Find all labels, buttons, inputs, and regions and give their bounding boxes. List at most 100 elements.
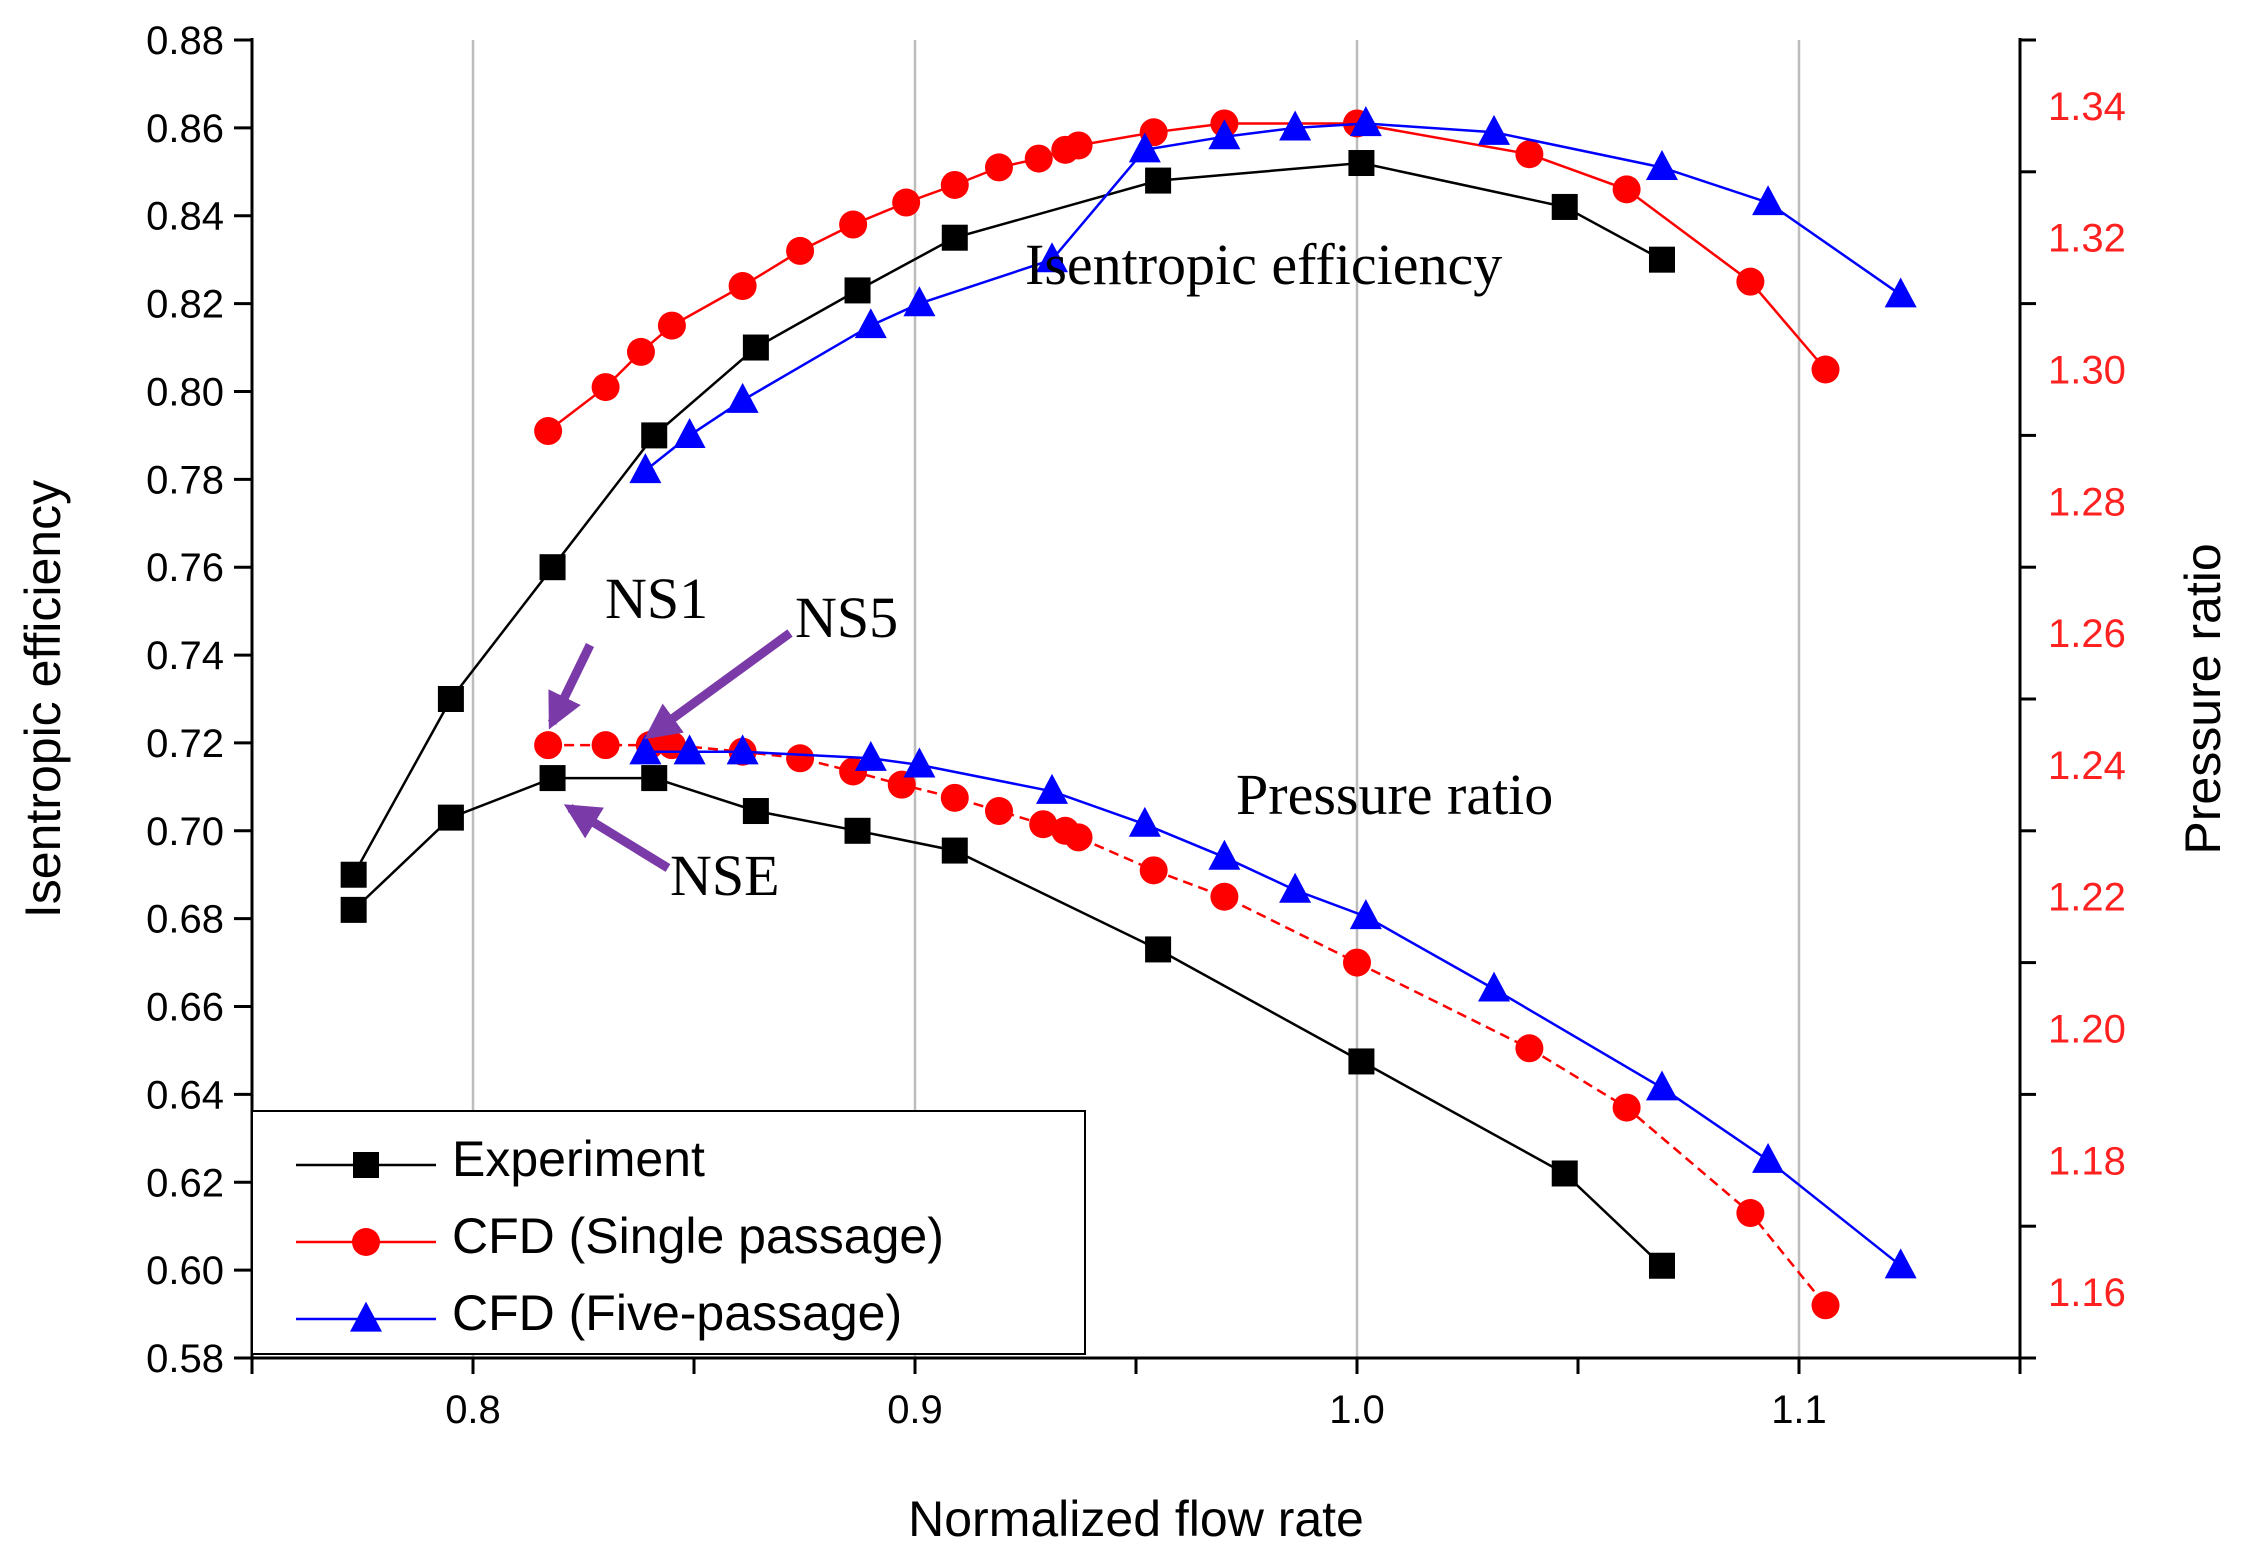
y2-tick-label: 1.20 (2048, 1008, 2126, 1052)
y2-tick-label: 1.24 (2048, 744, 2126, 788)
y-axis-title: Isentropic efficiency (15, 480, 71, 918)
annotation-nse: NSE (670, 843, 780, 908)
series-2-pressure_ratio-point (1884, 1248, 1917, 1279)
series-2-efficiency-point (673, 418, 706, 448)
series-1-efficiency-point (1024, 144, 1053, 173)
y-tick-label: 0.84 (146, 195, 224, 239)
y-tick-label: 0.88 (146, 19, 224, 63)
y-tick-label: 0.80 (146, 370, 224, 414)
series-1-pressure_ratio-point (1811, 1291, 1840, 1320)
series-0-pressure_ratio-point (1145, 936, 1172, 963)
x-axis-title: Normalized flow rate (908, 1491, 1364, 1547)
y-tick-label: 0.82 (146, 283, 224, 327)
y-tick-label: 0.86 (146, 107, 224, 151)
series-0-pressure_ratio-point (641, 765, 668, 792)
series-0-efficiency-point (742, 334, 769, 361)
series-2-efficiency-point (1645, 150, 1678, 181)
series-1-efficiency-point (1811, 355, 1840, 384)
series-1-efficiency-point (728, 272, 757, 301)
series-1-efficiency-point (839, 210, 868, 239)
y2-tick-label: 1.32 (2048, 217, 2126, 261)
series-layer (340, 106, 1917, 1320)
y2-tick-label: 1.30 (2048, 349, 2126, 393)
series-2-pressure_ratio-point (1478, 971, 1511, 1002)
series-2-pressure_ratio-point (1279, 872, 1312, 903)
annotation-ns1: NS1 (605, 566, 708, 631)
series-1-pressure_ratio-point (1210, 882, 1239, 911)
y-tick-label: 0.58 (146, 1337, 224, 1381)
series-2-pressure_ratio-point (1645, 1070, 1678, 1101)
legend-sample-marker (350, 1301, 382, 1332)
series-2-efficiency-point (1752, 185, 1785, 216)
y-tick-label: 0.74 (146, 634, 224, 678)
series-0-efficiency-point (1648, 246, 1675, 273)
series-0-efficiency-point (641, 422, 668, 449)
series-0-pressure_ratio-point (941, 837, 968, 864)
series-0-efficiency-point (941, 224, 968, 251)
series-1-pressure_ratio-point (786, 744, 815, 773)
y-tick-label: 0.64 (146, 1073, 224, 1117)
series-2-pressure_ratio-point (629, 734, 662, 765)
axes-layer: 0.8 0.9 1.0 1.1 0.58 0.60 0.62 0.64 0.66 0.68 0.70… (15, 19, 2231, 1547)
y-tick-label: 0.66 (146, 986, 224, 1030)
series-1-efficiency-point (591, 373, 620, 402)
series-1-pressure_ratio-point (1612, 1093, 1641, 1122)
y-tick-label: 0.76 (146, 546, 224, 590)
series-2-pressure_ratio-point (1349, 899, 1382, 930)
series-0-efficiency-point (1348, 150, 1375, 177)
series-1-pressure_ratio-point (940, 783, 969, 812)
series-1-efficiency-point (786, 236, 815, 265)
series-0-pressure_ratio-point (742, 798, 769, 825)
series-2-efficiency-point (1349, 106, 1382, 137)
series-0-pressure_ratio-point (437, 804, 464, 831)
series-0-pressure_ratio-point (539, 765, 566, 792)
legend-box (251, 1110, 1086, 1355)
y2-tick-label: 1.22 (2048, 876, 2126, 920)
series-1-efficiency-point (1064, 131, 1093, 160)
series-0-efficiency-point (1145, 167, 1172, 194)
series-2-efficiency-point (629, 453, 662, 484)
series-0-pressure_ratio-point (1348, 1048, 1375, 1075)
series-1-efficiency-point (1612, 175, 1641, 204)
series-1-efficiency-point (892, 188, 921, 217)
arrow-ns5 (644, 629, 793, 740)
series-2-efficiency-point (854, 308, 887, 339)
series-2-pressure_ratio-point (1128, 806, 1161, 837)
series-1-pressure_ratio-point (1139, 856, 1168, 885)
series-1-efficiency-point (626, 337, 655, 366)
arrow-nse (563, 804, 671, 872)
legend-sample-marker (353, 1152, 379, 1178)
x-tick-label: 1.1 (1771, 1388, 1827, 1432)
series-1-efficiency-point (1736, 267, 1765, 296)
legend: Experiment CFD (Single passage) CFD (Fiv… (251, 1110, 1086, 1355)
y2-tick-label: 1.34 (2048, 85, 2126, 129)
y-tick-label: 0.72 (146, 722, 224, 766)
annotation-layer: Isentropic efficiency Pressure ratio NS1… (547, 232, 1553, 908)
series-0-efficiency-point (844, 277, 871, 304)
y-tick-label: 0.62 (146, 1161, 224, 1205)
y-tick-label: 0.60 (146, 1249, 224, 1293)
annotation-ns5: NS5 (795, 585, 898, 650)
series-2-pressure_ratio-point (673, 734, 706, 765)
series-2-pressure_ratio-point (726, 734, 759, 765)
series-2-pressure_ratio-point (903, 747, 936, 778)
series-0-efficiency-point (539, 554, 566, 581)
y2-axis-title: Pressure ratio (2175, 543, 2231, 854)
legend-label-cfd-single: CFD (Single passage) (452, 1208, 944, 1264)
y2-tick-label: 1.28 (2048, 480, 2126, 524)
y-tick-label: 0.78 (146, 458, 224, 502)
y2-tick-label: 1.16 (2048, 1271, 2126, 1315)
series-2-efficiency-point (726, 382, 759, 413)
series-2-pressure_ratio-point (854, 740, 887, 771)
y2-tick-label: 1.18 (2048, 1139, 2126, 1183)
series-2-pressure_ratio-point (1208, 839, 1241, 870)
arrow-ns1 (547, 643, 595, 730)
legend-sample-marker (352, 1228, 380, 1256)
series-1-efficiency-point (1515, 140, 1544, 169)
series-1-efficiency-point (534, 417, 563, 446)
series-1-pressure_ratio-point (984, 797, 1013, 826)
series-2-efficiency-point (903, 286, 936, 317)
series-0-pressure_ratio-point (1551, 1160, 1578, 1187)
series-2-efficiency-point (1128, 132, 1161, 163)
